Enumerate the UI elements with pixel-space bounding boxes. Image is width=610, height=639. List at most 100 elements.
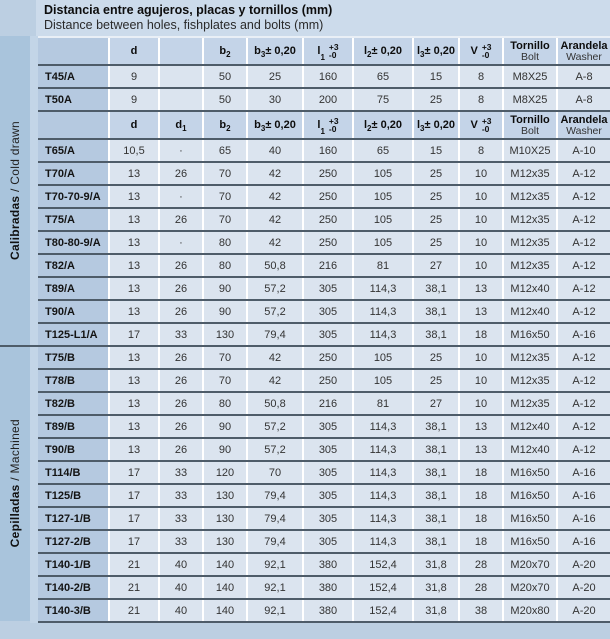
header-subscript: 1 <box>182 124 187 133</box>
row-label: T75/B <box>38 347 108 368</box>
cell-l2: 114,3 <box>354 485 412 506</box>
cell-d: 13 <box>110 301 158 322</box>
table-row: T78/B 13 26 70 42 250 105 25 10 M12x35 A-12 <box>38 368 610 391</box>
header-subscript: 2 <box>226 50 231 59</box>
cell-v: 10 <box>460 370 502 391</box>
cell-l1: 250 <box>304 347 352 368</box>
table-row: T45/A 9 50 25 160 65 15 8 M8X25 A-8 <box>38 64 610 87</box>
table-row: T75/B 13 26 70 42 250 105 25 10 M12x35 A-12 <box>38 345 610 368</box>
cell-bolt: M20x70 <box>504 554 556 575</box>
cell-bolt: M8X25 <box>504 66 556 87</box>
tolerance-stack: +3 -0 <box>328 115 339 134</box>
cell-d: 9 <box>110 66 158 87</box>
cell-washer: A-20 <box>558 577 610 598</box>
cell-d: 13 <box>110 439 158 460</box>
cell-washer: A-16 <box>558 508 610 529</box>
row-label: T75/A <box>38 209 108 230</box>
cell-d: 13 <box>110 186 158 207</box>
cell-b3: 70 <box>248 462 302 483</box>
cell-d1: 26 <box>160 393 202 414</box>
cell-bolt: M12x40 <box>504 301 556 322</box>
cell-l1: 160 <box>304 140 352 161</box>
header-cell-washer: Arandela Washer <box>558 38 610 64</box>
row-label: T140-1/B <box>38 554 108 575</box>
cell-d1: 26 <box>160 278 202 299</box>
cell-v: 13 <box>460 439 502 460</box>
table-row: T140-2/B 21 40 140 92,1 380 152,4 31,8 28 M20x70 A… <box>38 575 610 598</box>
row-label: T90/B <box>38 439 108 460</box>
row-label: T140-3/B <box>38 600 108 621</box>
cell-d1: 26 <box>160 347 202 368</box>
cell-l2: 114,3 <box>354 508 412 529</box>
header-cell-text: d <box>130 119 138 131</box>
cell-bolt: M16x50 <box>504 485 556 506</box>
spec-table: Calibradas / Cold drawn Cepilladas / Mac… <box>0 36 610 623</box>
cell-b2: 130 <box>204 531 246 552</box>
cell-v: 10 <box>460 255 502 276</box>
cell-l2: 114,3 <box>354 531 412 552</box>
cell-d: 13 <box>110 393 158 414</box>
cell-b2: 70 <box>204 347 246 368</box>
cell-washer: A-8 <box>558 89 610 110</box>
cell-d: 21 <box>110 554 158 575</box>
cell-l3: 38,1 <box>414 324 458 345</box>
cell-l1: 380 <box>304 600 352 621</box>
cell-d: 13 <box>110 163 158 184</box>
cell-l3: 38,1 <box>414 508 458 529</box>
cell-d: 21 <box>110 600 158 621</box>
cell-b2: 90 <box>204 278 246 299</box>
header-cell-text: Tornillo <box>510 39 550 52</box>
cell-d: 10,5 <box>110 140 158 161</box>
cell-b3: 57,2 <box>248 301 302 322</box>
cell-bolt: M12x35 <box>504 255 556 276</box>
table-row: T140-3/B 21 40 140 92,1 380 152,4 31,8 38 M20x80 A… <box>38 598 610 621</box>
cell-l1: 305 <box>304 531 352 552</box>
cell-l3: 38,1 <box>414 301 458 322</box>
cell-bolt: M12x40 <box>504 439 556 460</box>
cell-l3: 25 <box>414 209 458 230</box>
cell-l1: 250 <box>304 232 352 253</box>
table-row: T90/B 13 26 90 57,2 305 114,3 38,1 13 M12x40 A-12 <box>38 437 610 460</box>
cell-v: 18 <box>460 508 502 529</box>
cell-d: 13 <box>110 416 158 437</box>
cell-l1: 305 <box>304 324 352 345</box>
sidebar-label-cold-drawn-es: Calibradas <box>8 195 22 260</box>
cell-b2: 80 <box>204 232 246 253</box>
header-cell-subtitle: Washer <box>566 50 602 63</box>
cell-b2: 50 <box>204 66 246 87</box>
table-row: T125-L1/A 17 33 130 79,4 305 114,3 38,1 18 M16x50… <box>38 322 610 345</box>
cell-v: 18 <box>460 462 502 483</box>
row-label: T90/A <box>38 301 108 322</box>
cell-v: 13 <box>460 301 502 322</box>
cell-l2: 105 <box>354 209 412 230</box>
cell-v: 28 <box>460 554 502 575</box>
sidebar-label-machined-en: / Machined <box>8 418 22 485</box>
cell-b3: 42 <box>248 209 302 230</box>
tolerance-stack: +3 -0 <box>481 41 492 60</box>
cell-washer: A-12 <box>558 209 610 230</box>
cell-b2: 120 <box>204 462 246 483</box>
cell-washer: A-20 <box>558 600 610 621</box>
cell-l2: 105 <box>354 370 412 391</box>
sidebar-label-cold-drawn: Calibradas / Cold drawn <box>8 121 22 260</box>
cell-b3: 40 <box>248 140 302 161</box>
header-cell-text: V +3 -0 <box>470 115 492 134</box>
cell-b3: 42 <box>248 347 302 368</box>
title-english: Distance between holes, fishplates and b… <box>44 18 324 32</box>
header-subscript: 2 <box>226 124 231 133</box>
cell-b2: 130 <box>204 485 246 506</box>
header-cell-label <box>38 112 108 138</box>
cell-washer: A-12 <box>558 439 610 460</box>
cell-l2: 114,3 <box>354 439 412 460</box>
cell-l2: 114,3 <box>354 324 412 345</box>
cell-bolt: M12x35 <box>504 186 556 207</box>
cell-d1: 26 <box>160 163 202 184</box>
cell-l1: 305 <box>304 508 352 529</box>
row-label: T65/A <box>38 140 108 161</box>
cell-b2: 130 <box>204 508 246 529</box>
